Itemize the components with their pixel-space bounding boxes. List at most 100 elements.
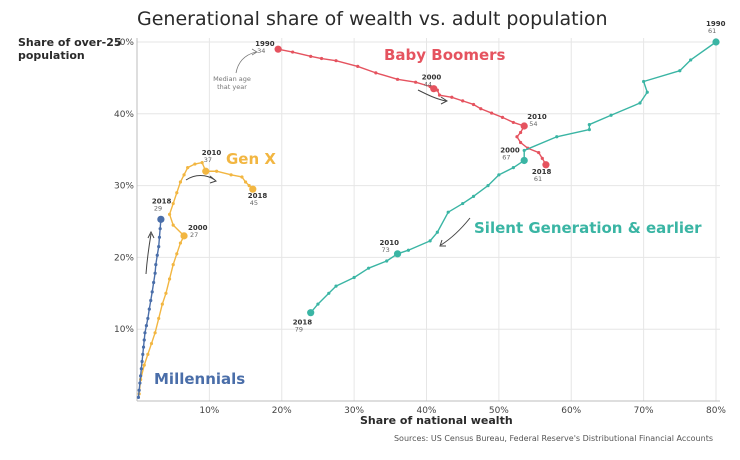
milestone-age-label: 37 (204, 156, 212, 164)
series-name-label: Silent Generation & earlier (474, 219, 702, 237)
data-point (215, 169, 219, 173)
data-point (150, 290, 154, 294)
data-point (164, 291, 168, 295)
data-point (511, 166, 515, 170)
data-point (149, 298, 153, 303)
data-point (522, 148, 526, 153)
x-tick-label: 50% (489, 406, 509, 416)
milestone-year-label: 1990 (706, 20, 726, 28)
note-arrow-head (251, 48, 258, 56)
data-point (136, 395, 141, 400)
milestone-age-label: 44 (424, 81, 432, 89)
y-tick-label: 40% (114, 110, 134, 120)
data-point (435, 230, 439, 234)
direction-arrow (417, 89, 447, 102)
data-point (500, 115, 505, 119)
data-point (518, 130, 523, 135)
milestone-year-label: 2018 (532, 168, 552, 176)
x-axis-label: Share of national wealth (360, 414, 513, 427)
data-point (471, 194, 476, 198)
data-point (138, 381, 142, 385)
data-point (374, 71, 378, 75)
data-point (352, 275, 356, 280)
direction-arrow (145, 233, 152, 275)
data-point (175, 252, 179, 256)
x-tick-label: 80% (706, 406, 726, 416)
data-point (155, 253, 159, 257)
data-point (141, 352, 145, 356)
milestone-point (157, 215, 165, 223)
data-point (678, 69, 682, 73)
y-tick-label: 30% (114, 182, 134, 192)
milestone-age-label: 61 (708, 27, 716, 35)
data-point (486, 184, 490, 188)
data-point (154, 262, 158, 267)
data-point (327, 291, 331, 295)
grid-layer (137, 38, 720, 401)
data-point (158, 227, 162, 231)
milestone-point (202, 167, 210, 175)
milestone-year-label: 2018 (248, 192, 268, 200)
data-point (167, 277, 172, 281)
x-tick-label: 60% (561, 406, 581, 416)
data-point (689, 58, 693, 62)
milestone-year-label: 2000 (500, 146, 520, 154)
milestone-point (307, 309, 315, 317)
x-tick-label: 30% (344, 406, 364, 416)
milestone-year-label: 2010 (380, 239, 400, 247)
axis-layer: 10% 20% 30% 40% 50% 60% 70% 80% 10% 20% 30% 40% 50% (114, 38, 726, 416)
data-point (144, 324, 149, 328)
milestone-point (430, 85, 438, 93)
milestone-point (712, 38, 720, 46)
data-point (555, 135, 559, 139)
data-point (450, 95, 454, 99)
series-layer (136, 38, 720, 400)
milestone-age-label: 61 (534, 175, 542, 183)
milestone-year-label: 2000 (422, 74, 442, 82)
data-point (395, 77, 400, 81)
data-point (309, 54, 313, 58)
data-point (537, 150, 541, 155)
milestone-point (249, 185, 257, 193)
milestone-age-label: 67 (502, 153, 510, 161)
milestone-year-label: 2018 (293, 319, 313, 327)
data-point (146, 352, 150, 356)
data-point (157, 316, 161, 321)
data-point (149, 341, 154, 346)
median-age-note: Median age (213, 75, 251, 83)
data-point (139, 367, 143, 371)
data-point (406, 248, 411, 252)
data-point (518, 140, 523, 145)
data-point (334, 59, 338, 63)
data-point (587, 127, 591, 132)
data-point (471, 102, 476, 107)
data-point (414, 80, 418, 84)
direction-arrow (440, 217, 471, 246)
data-point (490, 111, 494, 115)
direction-arrow-head (147, 230, 155, 239)
data-point (291, 50, 295, 54)
data-point (319, 56, 324, 61)
data-point (160, 302, 164, 306)
data-point (153, 271, 157, 275)
milestone-age-label: 45 (250, 199, 258, 207)
milestone-point (180, 232, 188, 240)
data-point (642, 79, 646, 84)
data-point (193, 162, 197, 166)
data-point (175, 191, 179, 195)
x-tick-label: 70% (634, 406, 654, 416)
data-point (609, 113, 613, 117)
data-point (142, 363, 146, 367)
direction-arrow-head (209, 175, 218, 184)
data-point (385, 259, 389, 263)
data-point (511, 120, 515, 125)
data-point (167, 212, 172, 216)
milestone-year-label: 2000 (188, 224, 208, 232)
y-tick-label: 10% (114, 325, 134, 335)
data-point (137, 388, 141, 392)
milestone-age-label: 79 (295, 326, 303, 334)
data-point (178, 241, 183, 245)
direction-arrow-head (439, 239, 446, 247)
data-point (182, 173, 186, 177)
